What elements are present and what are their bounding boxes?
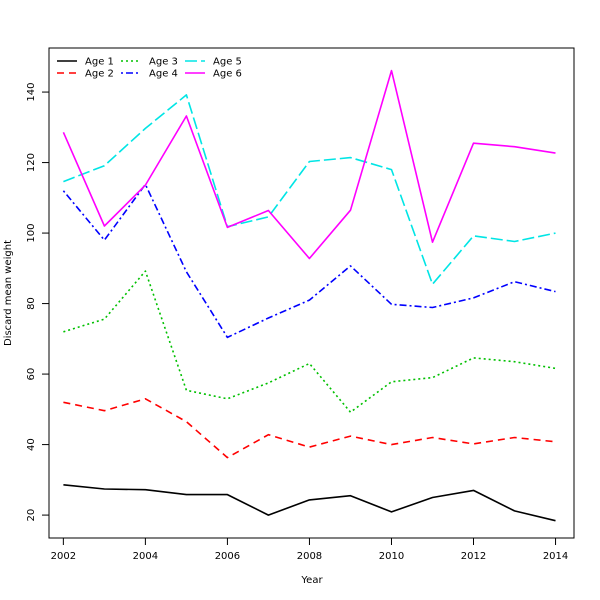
series-line-age-5 — [63, 94, 556, 286]
legend-label-age-5: Age 5 — [213, 57, 242, 68]
x-tick-label: 2012 — [461, 551, 486, 562]
y-axis-title: Discard mean weight — [3, 240, 14, 346]
x-tick-label: 2010 — [379, 551, 404, 562]
x-tick-label: 2004 — [133, 551, 158, 562]
series-layer — [62, 69, 556, 522]
legend-label-age-4: Age 4 — [149, 69, 178, 80]
x-tick-label: 2014 — [543, 551, 568, 562]
series-line-age-3 — [63, 270, 556, 414]
y-tick-label: 100 — [26, 224, 37, 243]
y-tick-label: 40 — [26, 438, 37, 451]
y-tick-label: 80 — [26, 297, 37, 310]
x-tick-label: 2002 — [51, 551, 76, 562]
legend-label-age-2: Age 2 — [85, 69, 114, 80]
x-tick-label: 2008 — [297, 551, 322, 562]
series-line-age-4 — [62, 183, 556, 339]
y-tick-label: 20 — [26, 509, 37, 522]
legend-label-age-6: Age 6 — [213, 69, 242, 80]
legend-label-age-1: Age 1 — [85, 57, 114, 68]
y-axis: 20 40 60 80 100 120 140 — [26, 83, 50, 522]
x-tick-label: 2006 — [215, 551, 240, 562]
x-axis-title: Year — [300, 575, 323, 586]
x-axis: 2002 2004 2006 2008 2010 2012 2014 — [51, 537, 568, 562]
y-tick-label: 140 — [26, 83, 37, 102]
y-tick-label: 60 — [26, 368, 37, 381]
series-line-age-2 — [63, 397, 556, 459]
y-tick-label: 120 — [26, 153, 37, 172]
series-line-age-6 — [62, 69, 556, 260]
series-line-age-1 — [63, 484, 556, 522]
legend-label-age-3: Age 3 — [149, 57, 178, 68]
